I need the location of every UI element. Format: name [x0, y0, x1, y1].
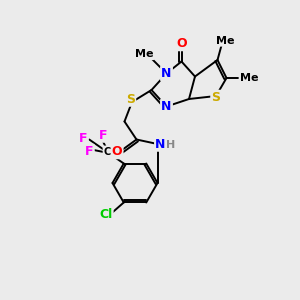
Text: N: N: [161, 67, 172, 80]
Text: Me: Me: [216, 35, 234, 46]
Text: N: N: [155, 137, 166, 151]
Text: F: F: [85, 145, 94, 158]
Text: F: F: [98, 128, 107, 142]
Text: H: H: [167, 140, 176, 150]
Text: S: S: [126, 92, 135, 106]
Text: C: C: [103, 146, 111, 157]
Text: S: S: [212, 91, 220, 104]
Text: Cl: Cl: [99, 208, 112, 221]
Text: Me: Me: [240, 73, 258, 83]
Text: Me: Me: [135, 49, 153, 59]
Text: F: F: [79, 131, 88, 145]
Text: O: O: [176, 37, 187, 50]
Text: N: N: [161, 100, 172, 113]
Text: O: O: [112, 145, 122, 158]
